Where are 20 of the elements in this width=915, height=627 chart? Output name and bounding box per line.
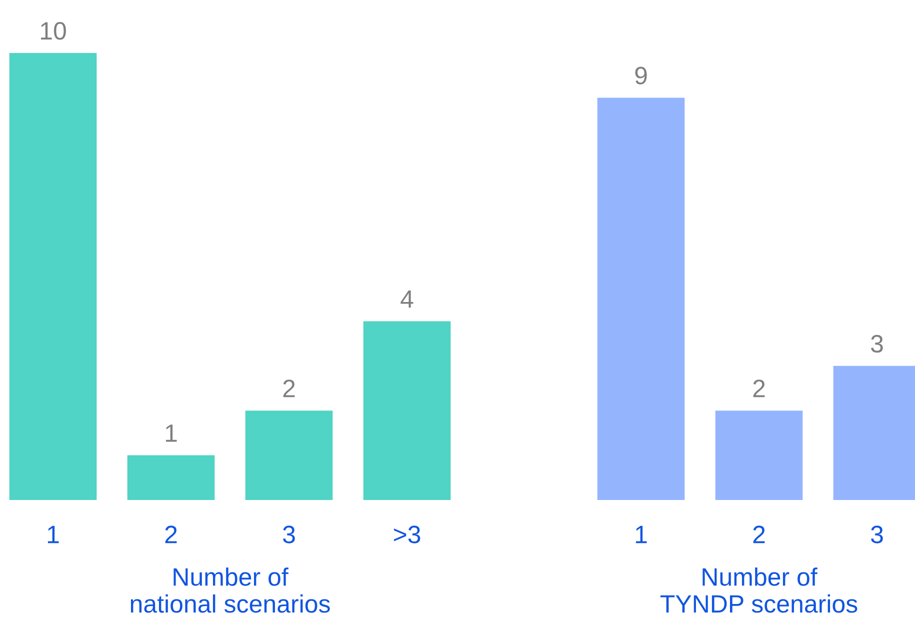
data-label: 10 [41, 22, 66, 40]
x-axis-title: Number of national scenarios [130, 568, 330, 613]
data-label: 9 [635, 66, 647, 84]
data-label: 4 [400, 290, 414, 308]
x-tick-label: 2 [753, 526, 765, 544]
x-axis-title: Number of TYNDP scenarios [660, 568, 858, 613]
x-tick-label: 3 [871, 526, 883, 544]
x-tick-label: 1 [48, 526, 59, 544]
data-label: 2 [283, 380, 295, 398]
x-tick-label: >3 [394, 526, 420, 544]
bar [127, 455, 215, 500]
data-label: 2 [753, 380, 765, 398]
bar [363, 321, 451, 500]
x-tick-label: 1 [636, 526, 647, 544]
bar [245, 410, 333, 500]
x-tick-label: 2 [165, 526, 177, 544]
data-label: 1 [166, 424, 177, 442]
x-tick-label: 3 [283, 526, 295, 544]
data-label: 3 [871, 334, 883, 353]
bar [9, 53, 97, 500]
